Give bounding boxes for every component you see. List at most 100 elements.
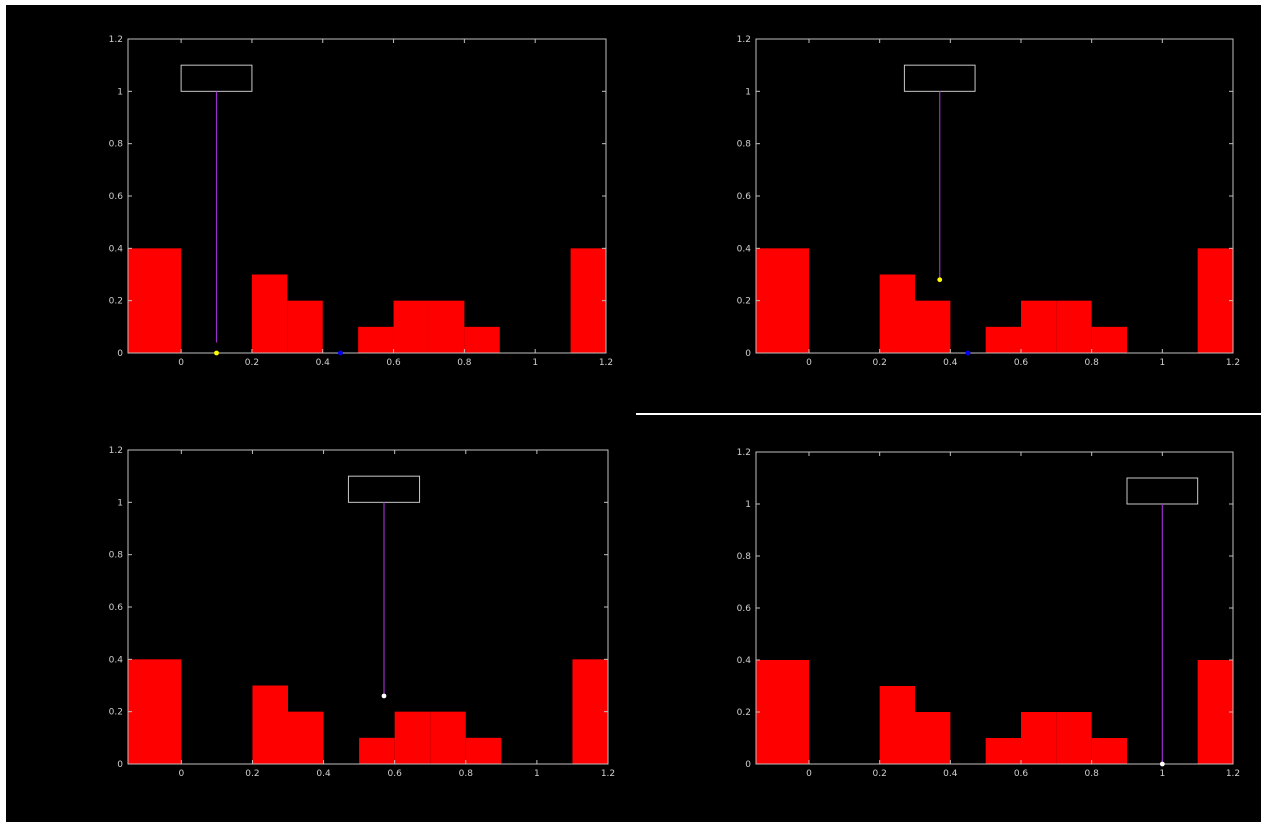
histogram-bar [756,248,809,353]
y-tick-label: 1.2 [109,446,123,456]
y-tick-label: 0.6 [737,604,752,614]
x-tick-label: 0.2 [245,358,259,368]
histogram-panel-1: 0 0.2 0.4 0.6 0.8 1 1.2 0 0.2 0.4 0.6 0.8 1 1.2 [109,35,613,368]
panel-divider [636,413,1261,415]
x-tick-label: 0.2 [873,358,887,368]
y-tick-label: 1 [117,87,123,97]
histogram-bar [1021,712,1057,764]
histogram-bar [570,248,606,353]
y-tick-label: 0.8 [737,552,752,562]
histogram-bar [128,659,182,764]
annotation-box [180,64,253,92]
histogram-bar [879,274,915,353]
x-tick-label: 0 [178,358,184,368]
data-marker [937,277,943,283]
y-tick-label: 1 [745,500,751,510]
x-tick-label: 1 [534,769,540,779]
annotation-box [1126,477,1199,505]
y-tick-label: 0.8 [737,140,752,150]
y-tick-label: 0.6 [737,192,752,202]
x-tick-label: 0.8 [459,769,474,779]
y-tick-label: 0.2 [109,297,123,307]
y-tick-label: 0.4 [737,244,752,254]
histogram-bar [985,738,1021,764]
x-tick-label: 1.2 [1226,358,1240,368]
histogram-bar [572,659,608,764]
y-tick-label: 1 [745,87,751,97]
histogram-bar [1091,326,1127,353]
annotation-box [903,64,976,92]
data-marker [1159,761,1165,767]
y-tick-label: 0.4 [737,656,752,666]
x-tick-label: 1 [1159,769,1165,779]
y-tick-label: 1.2 [737,35,751,45]
x-tick-label: 0.4 [943,769,958,779]
x-tick-label: 0.6 [386,358,401,368]
y-tick-label: 0.4 [109,655,124,665]
histogram-bar [358,326,394,353]
histogram-bar [394,711,431,764]
x-tick-label: 0.2 [873,769,887,779]
histogram-panels: 0 0.2 0.4 0.6 0.8 1 1.2 0 0.2 0.4 0.6 0.8 1 1.2 0 0.2 0.… [109,35,1240,779]
data-marker [381,693,387,699]
histogram-bar [252,685,288,764]
data-marker [214,350,219,356]
y-tick-label: 0.6 [109,603,124,613]
x-tick-label: 0.6 [1014,358,1029,368]
histogram-bar [464,326,500,353]
x-tick-label: 1.2 [1226,769,1240,779]
histogram-bar [359,737,395,764]
x-tick-label: 0.6 [388,769,403,779]
axes-frame [127,38,607,354]
histogram-bar [1091,738,1127,764]
histogram-bar [430,711,466,764]
y-tick-label: 1.2 [109,35,123,45]
histogram-bar [1197,660,1233,764]
y-tick-label: 0 [745,760,751,770]
data-marker [965,350,971,356]
histogram-bar [1197,248,1233,353]
histogram-bar [756,660,809,764]
x-tick-label: 1 [532,358,538,368]
histogram-bar [287,300,323,353]
axes-frame [755,38,1234,354]
y-tick-label: 0 [117,760,123,770]
x-tick-label: 0.4 [316,358,331,368]
data-marker [338,350,343,356]
y-tick-label: 0.6 [109,192,124,202]
histogram-bar [1056,712,1092,764]
histogram-bar [1021,300,1057,353]
y-tick-label: 0.8 [109,551,124,561]
x-tick-label: 0.6 [1014,769,1029,779]
axes-frame [127,449,609,765]
x-tick-label: 0 [806,358,812,368]
x-tick-label: 0 [806,769,812,779]
histogram-bar [915,712,951,764]
histogram-bar [1056,300,1092,353]
y-tick-label: 0.2 [737,297,751,307]
histogram-bar [393,300,429,353]
histogram-bar [251,274,288,353]
x-tick-label: 0.4 [943,358,958,368]
y-tick-label: 0 [117,349,123,359]
annotation-box [347,475,421,503]
histogram-bar [428,300,465,353]
histogram-panel-3: 0 0.2 0.4 0.6 0.8 1 1.2 0 0.2 0.4 0.6 0.8 1 1.2 [109,446,615,779]
y-tick-label: 1 [117,498,123,508]
histogram-panel-4: 0 0.2 0.4 0.6 0.8 1 1.2 0 0.2 0.4 0.6 0.8 1 1.2 [737,448,1240,779]
x-tick-label: 1.2 [599,358,613,368]
y-tick-label: 0 [745,349,751,359]
y-tick-label: 0.2 [737,708,751,718]
x-tick-label: 0.8 [457,358,472,368]
histogram-bar [879,686,915,764]
x-tick-label: 1 [1159,358,1165,368]
histogram-bar [915,300,951,353]
y-tick-label: 0.8 [109,140,124,150]
histogram-bar [128,248,182,353]
histogram-panel-2: 0 0.2 0.4 0.6 0.8 1 1.2 0 0.2 0.4 0.6 0.8 1 1.2 [737,35,1240,368]
y-tick-label: 0.4 [109,244,124,254]
x-tick-label: 0.8 [1085,769,1100,779]
histogram-bar [288,711,324,764]
x-tick-label: 0.2 [245,769,259,779]
x-tick-label: 0.4 [316,769,331,779]
